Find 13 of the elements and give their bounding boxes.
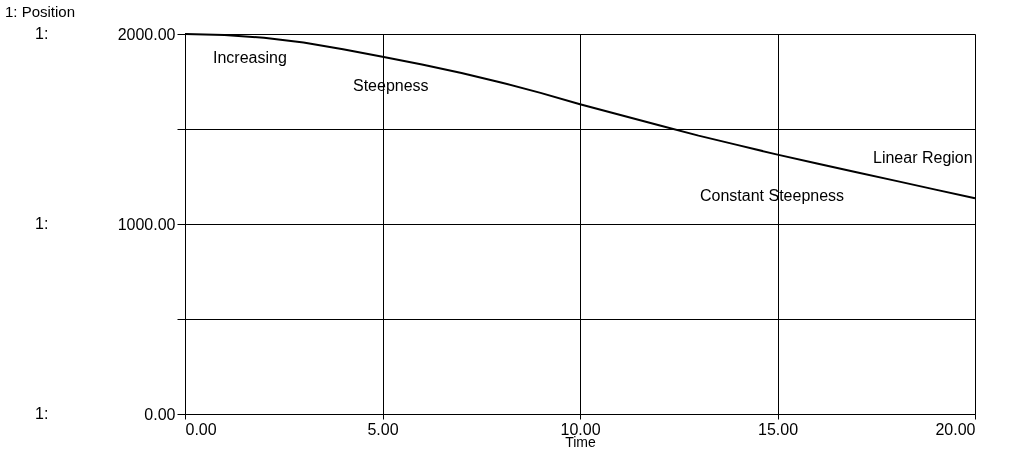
- x-tick-label: 5.00: [367, 420, 399, 438]
- y-tick-label: 0.00: [144, 405, 176, 423]
- text: 1: Position: [5, 3, 76, 20]
- annotation: Linear Region: [873, 149, 973, 166]
- x-tick-label: 20.00: [935, 420, 976, 438]
- x-tick-label: 15.00: [757, 420, 799, 438]
- text: 1:: [35, 215, 49, 232]
- annotation: Increasing: [213, 49, 287, 66]
- text: 1:: [35, 25, 49, 42]
- x-tick-label: 0.00: [185, 420, 217, 438]
- y-axis-title: 1:: [35, 405, 49, 422]
- y-tick-label: 2000.00: [117, 25, 176, 43]
- y-tick-label: 1000.00: [117, 215, 176, 233]
